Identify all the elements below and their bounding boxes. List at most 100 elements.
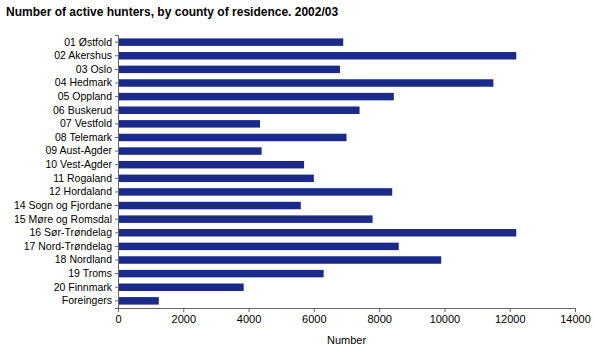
y-tick-label: 17 Nord-Trøndelag	[24, 240, 112, 252]
x-tick: 0	[115, 308, 121, 325]
y-tick-label: Foreingers	[62, 294, 112, 306]
bar	[118, 283, 244, 290]
x-tick: 14000	[560, 308, 591, 325]
y-tick: 19 Troms	[68, 267, 118, 279]
x-tick: 10000	[430, 308, 461, 325]
y-tick-label: 08 Telemark	[55, 131, 113, 143]
bars	[118, 38, 516, 304]
y-tick: 20 Finnmark	[54, 281, 118, 293]
y-tick-label: 03 Oslo	[76, 63, 112, 75]
bar	[118, 52, 516, 59]
x-axis-line	[119, 309, 576, 313]
y-tick-label: 09 Aust-Agder	[45, 144, 112, 156]
bar	[118, 147, 262, 154]
bar	[118, 120, 260, 127]
x-tick: 4000	[237, 308, 261, 325]
y-tick-mark	[115, 69, 118, 70]
y-tick: 05 Oppland	[58, 90, 118, 102]
y-tick: 18 Nordland	[55, 253, 118, 265]
y-tick-mark	[115, 219, 118, 220]
y-tick: 09 Aust-Agder	[45, 144, 118, 156]
x-tick-mark	[249, 308, 250, 312]
y-tick-label: 20 Finnmark	[54, 281, 113, 293]
y-tick-label: 12 Hordaland	[49, 185, 112, 197]
y-tick: Foreingers	[62, 294, 118, 306]
x-tick-mark	[444, 308, 445, 312]
y-axis: 01 Østfold02 Akershus 03 Oslo04 Hedmark 05…	[14, 36, 119, 309]
x-tick: 12000	[495, 308, 526, 325]
y-tick-label: 04 Hedmark	[55, 76, 113, 88]
x-tick-mark	[510, 308, 511, 312]
y-tick-mark	[115, 246, 118, 247]
x-tick-label: 0	[115, 313, 121, 325]
x-tick-mark	[379, 308, 380, 312]
y-tick-mark	[115, 42, 118, 43]
y-tick-mark	[115, 178, 118, 179]
y-tick: 02 Akershus	[54, 49, 118, 61]
bar	[118, 161, 304, 168]
y-tick: 17 Nord-Trøndelag	[24, 240, 118, 252]
bar	[118, 202, 301, 209]
bar	[118, 215, 373, 222]
y-tick-label: 05 Oppland	[58, 90, 112, 102]
y-tick-mark	[115, 260, 118, 261]
y-tick-label: 11 Rogaland	[53, 172, 112, 184]
x-tick: 8000	[367, 308, 391, 325]
y-tick-mark	[115, 82, 118, 83]
x-tick: 2000	[172, 308, 196, 325]
bar	[118, 256, 441, 263]
bar	[118, 38, 343, 45]
y-tick-label: 06 Buskerud	[53, 104, 112, 116]
y-tick-mark	[115, 191, 118, 192]
y-tick-mark	[115, 287, 118, 288]
x-tick-label: 2000	[172, 313, 196, 325]
y-tick-mark	[115, 137, 118, 138]
y-tick-label: 14 Sogn og Fjordane	[14, 199, 112, 211]
x-tick-label: 10000	[430, 313, 461, 325]
y-tick-label: 07 Vestfold	[60, 117, 112, 129]
y-tick: 16 Sør-Trøndelag	[30, 226, 118, 238]
y-tick-label: 16 Sør-Trøndelag	[30, 226, 113, 238]
y-axis-line	[115, 36, 119, 309]
y-tick-mark	[115, 123, 118, 124]
bar	[118, 243, 399, 250]
x-axis: 0 2000 4000 6000 8000 10000 12000 14000	[115, 308, 590, 325]
y-tick-label: 15 Møre og Romsdal	[14, 213, 112, 225]
y-tick: 04 Hedmark	[55, 76, 118, 88]
y-tick: 06 Buskerud	[53, 104, 118, 116]
bar	[118, 79, 493, 86]
x-tick-mark	[314, 308, 315, 312]
y-tick: 07 Vestfold	[60, 117, 118, 129]
y-tick-label: 18 Nordland	[55, 253, 112, 265]
y-tick-mark	[115, 205, 118, 206]
bar	[118, 297, 159, 304]
y-tick: 01 Østfold	[64, 36, 118, 48]
y-tick-mark	[115, 164, 118, 165]
chart: Number of active hunters, by county of r…	[0, 0, 594, 354]
bar	[118, 134, 347, 141]
y-tick-mark	[115, 151, 118, 152]
bar	[118, 175, 314, 182]
y-tick-mark	[115, 96, 118, 97]
y-tick-mark	[115, 110, 118, 111]
bar	[118, 188, 392, 195]
title: Number of active hunters, by county of r…	[6, 5, 338, 19]
y-tick-label: 10 Vest-Agder	[45, 158, 112, 170]
x-tick-label: 12000	[495, 313, 526, 325]
y-tick: 15 Møre og Romsdal	[14, 213, 118, 225]
x-tick: 6000	[302, 308, 326, 325]
y-tick-mark	[115, 232, 118, 233]
y-tick: 14 Sogn og Fjordane	[14, 199, 118, 211]
x-tick-label: 4000	[237, 313, 261, 325]
y-tick-mark	[115, 273, 118, 274]
x-tick-label: 8000	[367, 313, 391, 325]
y-tick-label: 01 Østfold	[64, 36, 112, 48]
x-tick-mark	[183, 308, 184, 312]
y-tick: 10 Vest-Agder	[45, 158, 118, 170]
x-tick-label: 14000	[560, 313, 591, 325]
bar	[118, 270, 324, 277]
plot: 0 2000 4000 6000 8000 10000 12000 14000 01 Østfo…	[14, 36, 591, 325]
x-tick-label: 6000	[302, 313, 326, 325]
y-tick-mark	[115, 300, 118, 301]
y-tick-label: 02 Akershus	[54, 49, 112, 61]
